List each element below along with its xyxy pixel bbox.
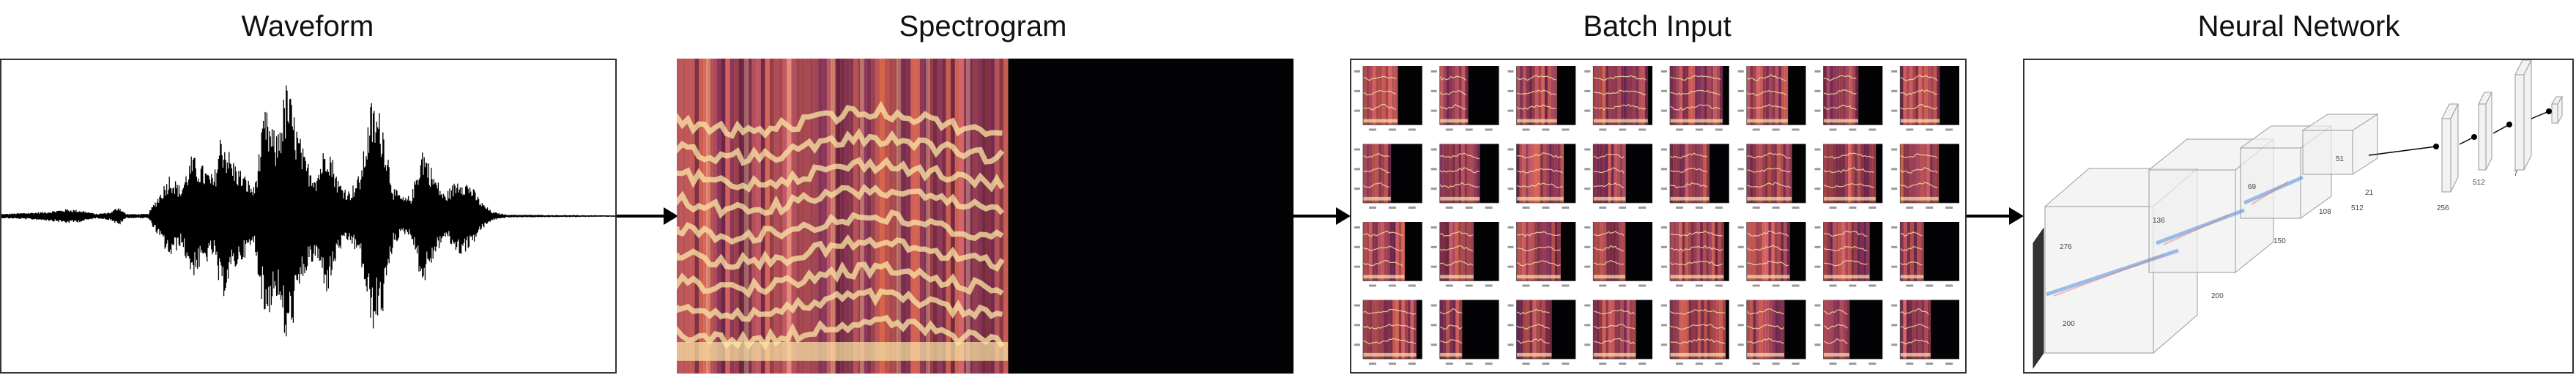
batch-sample (1430, 222, 1499, 287)
conv-block-4 (2301, 114, 2379, 175)
dense-layer-1 (2441, 103, 2459, 193)
dense-connection (2531, 111, 2550, 119)
batch-sample (1661, 300, 1729, 365)
batch-sample (1737, 66, 1806, 131)
arrow-waveform-to-spectrogram (617, 207, 678, 225)
batch-sample (1891, 144, 1959, 209)
batch-sample (1354, 144, 1422, 209)
batch-sample (1584, 300, 1652, 365)
batch-sample (1891, 222, 1959, 287)
batch-sample (1354, 222, 1422, 287)
batch-sample (1584, 144, 1652, 209)
layer-dimension-label: 136 (2153, 217, 2165, 225)
batch-sample (1661, 222, 1729, 287)
layer-dimension-label: 51 (2336, 155, 2345, 163)
batch-sample (1891, 300, 1959, 365)
layer-dimension-label: 256 (2437, 204, 2449, 212)
layer-dimension-label: 276 (2060, 243, 2072, 251)
layer-dimension-label: 512 (2473, 179, 2485, 187)
batch-sample (1737, 300, 1806, 365)
projection-streak (2163, 214, 2230, 245)
projection-streak (2156, 208, 2245, 245)
projection-streak (2251, 181, 2289, 205)
batch-sample (1507, 66, 1576, 131)
batch-sample (1814, 144, 1883, 209)
batch-sample (1430, 66, 1499, 131)
stage-title-batch-input: Batch Input (1583, 10, 1731, 42)
layer-dimension-label: 108 (2319, 208, 2331, 216)
arrow-spectrogram-to-batch (1293, 207, 1351, 225)
spectrogram-image (677, 59, 1293, 374)
batch-sample (1584, 222, 1652, 287)
batch-sample (1661, 66, 1729, 131)
batch-sample (1814, 300, 1883, 365)
layer-dimension-label: 69 (2248, 183, 2257, 191)
waveform-plot (1, 85, 615, 337)
stage-title-spectrogram: Spectrogram (899, 10, 1067, 42)
waveform-panel (0, 59, 617, 374)
dense-connection (2493, 124, 2510, 134)
batch-input-panel (1350, 59, 1967, 374)
batch-sample (1737, 222, 1806, 287)
batch-sample (1661, 144, 1729, 209)
arrow-batch-to-network (1967, 207, 2024, 225)
batch-sample (1354, 66, 1422, 131)
spectrogram-panel (677, 59, 1293, 374)
waveform-trace (1, 85, 615, 337)
batch-sample (1814, 66, 1883, 131)
layer-dimension-label: 512 (2351, 204, 2364, 212)
dense-layer-2 (2478, 92, 2493, 171)
layer-dimension-label: 150 (2274, 237, 2286, 245)
batch-sample (1430, 300, 1499, 365)
batch-sample (1430, 144, 1499, 209)
layer-dimension-label: 7 (2514, 170, 2518, 178)
layer-dimension-label: 200 (2211, 292, 2224, 300)
spectrogram-content (677, 59, 1009, 374)
batch-sample (1814, 222, 1883, 287)
projection-streak (2053, 254, 2164, 297)
batch-sample (1891, 66, 1959, 131)
batch-sample (1507, 222, 1576, 287)
batch-grid (1354, 66, 1959, 365)
dense-connection (2368, 146, 2437, 156)
batch-sample (1507, 144, 1576, 209)
stage-title-waveform: Waveform (241, 10, 374, 42)
batch-sample (1584, 66, 1652, 131)
output-layer (2551, 95, 2563, 125)
neural-network-panel: 276 200 136 200 69 150 51 108 21 512 256 512 7 (2023, 59, 2574, 374)
batch-sample (1354, 300, 1422, 365)
batch-sample (1507, 300, 1576, 365)
stage-title-neural-network: Neural Network (2197, 10, 2400, 42)
layer-dimension-label: 21 (2365, 189, 2374, 197)
input-plane (2033, 227, 2044, 369)
batch-sample (1737, 144, 1806, 209)
dense-layer-3 (2514, 60, 2532, 171)
layer-dimension-label: 200 (2063, 320, 2075, 328)
